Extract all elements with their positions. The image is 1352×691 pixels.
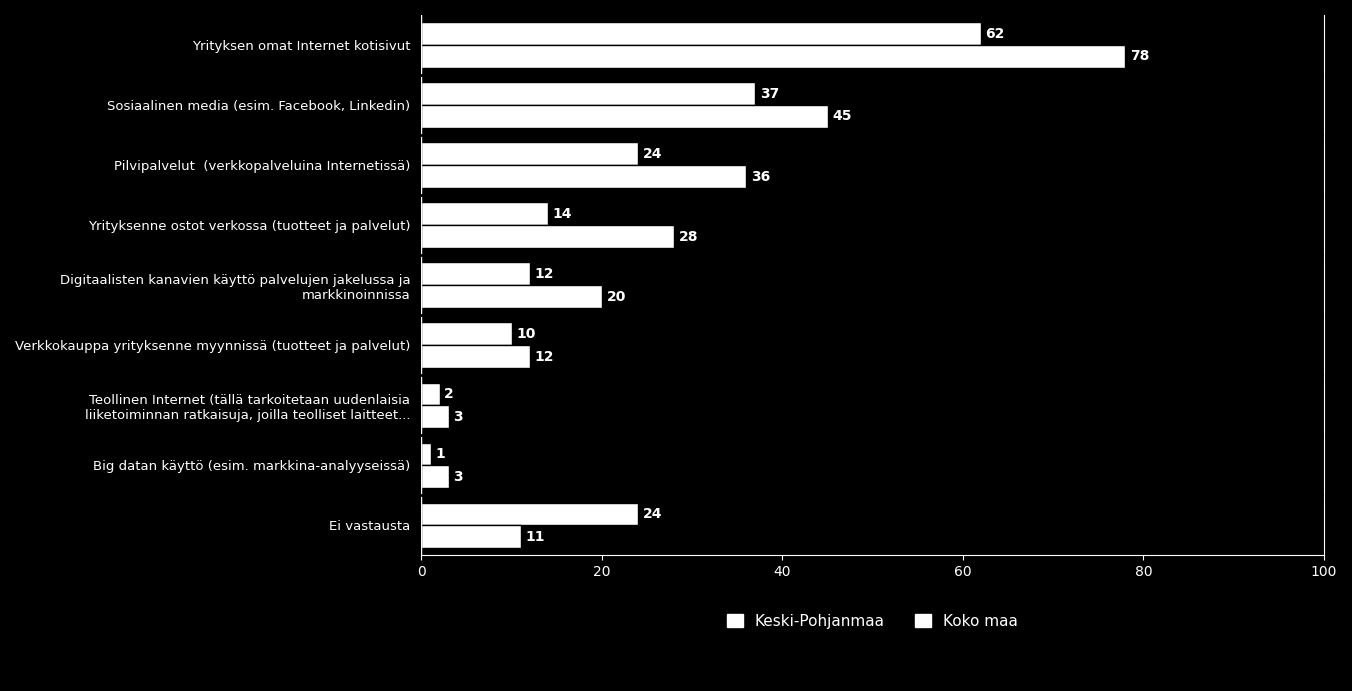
- Bar: [422, 263, 530, 285]
- Bar: [422, 45, 1125, 68]
- Bar: [422, 406, 449, 428]
- Text: 24: 24: [642, 146, 662, 161]
- Text: 36: 36: [750, 169, 771, 184]
- Bar: [422, 22, 982, 45]
- Text: 2: 2: [443, 387, 454, 401]
- Text: 3: 3: [453, 470, 462, 484]
- Text: 62: 62: [986, 27, 1005, 41]
- Text: 37: 37: [760, 86, 779, 101]
- Bar: [422, 442, 430, 465]
- Text: 24: 24: [642, 507, 662, 521]
- Text: 20: 20: [607, 290, 626, 303]
- Legend: Keski-Pohjanmaa, Koko maa: Keski-Pohjanmaa, Koko maa: [727, 614, 1018, 629]
- Text: 1: 1: [435, 447, 445, 461]
- Text: 14: 14: [553, 207, 572, 220]
- Bar: [422, 165, 746, 188]
- Text: 3: 3: [453, 410, 462, 424]
- Bar: [422, 105, 827, 128]
- Bar: [422, 142, 638, 165]
- Bar: [422, 346, 530, 368]
- Text: 10: 10: [516, 327, 535, 341]
- Bar: [422, 285, 602, 308]
- Bar: [422, 323, 511, 346]
- Bar: [422, 465, 449, 489]
- Text: 12: 12: [534, 350, 554, 363]
- Text: 28: 28: [679, 229, 698, 244]
- Text: 11: 11: [526, 530, 545, 544]
- Bar: [422, 202, 548, 225]
- Bar: [422, 225, 675, 248]
- Bar: [422, 502, 638, 525]
- Bar: [422, 82, 756, 105]
- Bar: [422, 525, 521, 548]
- Text: 12: 12: [534, 267, 554, 281]
- Bar: [422, 383, 439, 406]
- Text: 45: 45: [831, 109, 852, 124]
- Text: 78: 78: [1130, 50, 1149, 64]
